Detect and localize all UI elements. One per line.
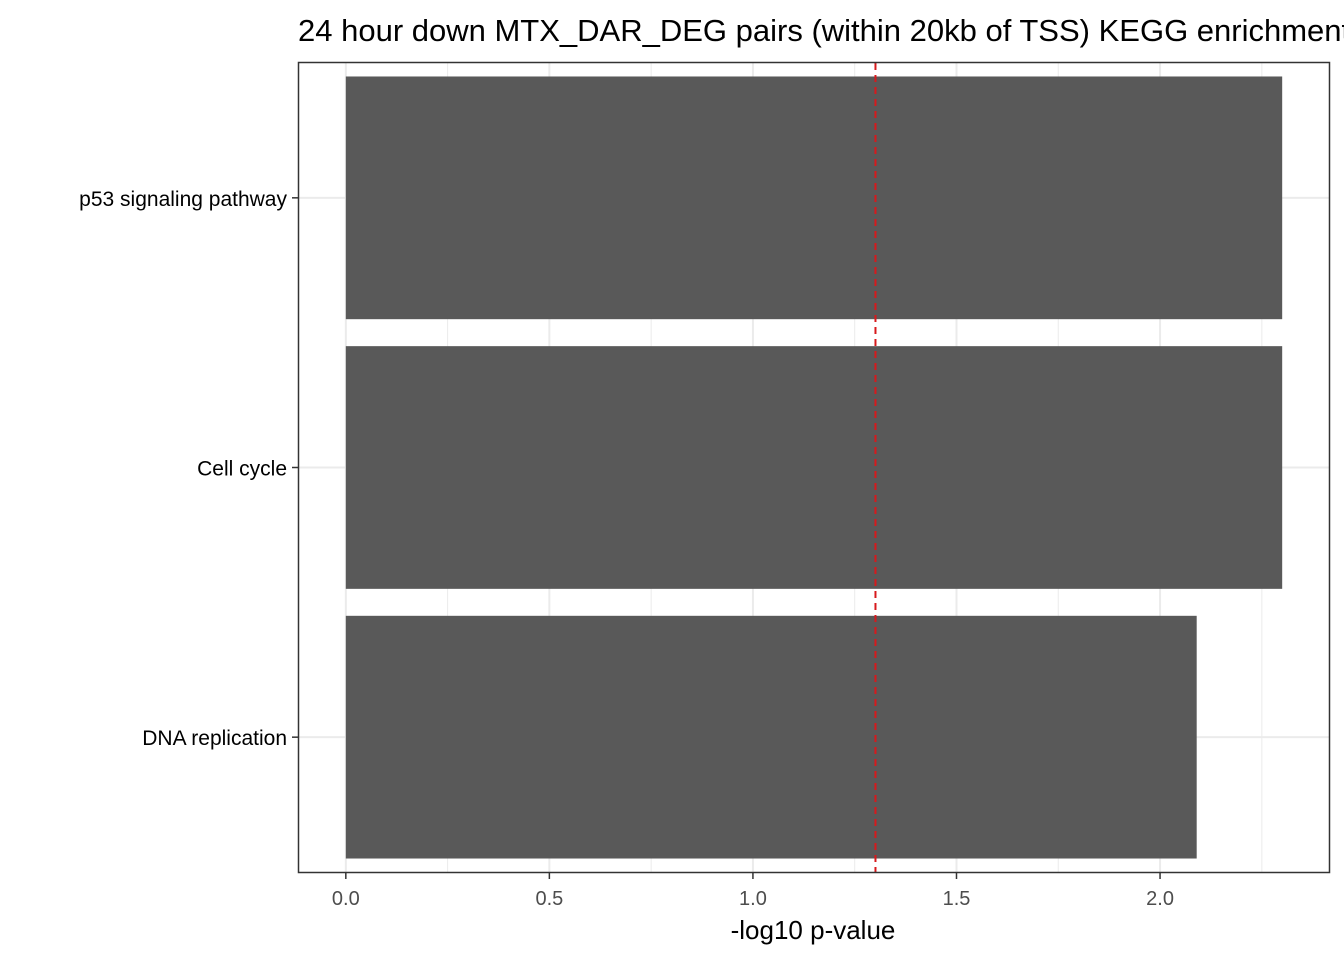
bars xyxy=(345,76,1283,859)
axes: 0.0 0.5 1.0 1.5 2.0 p53 signaling pathway Cell… xyxy=(79,188,1174,910)
bar xyxy=(345,615,1197,859)
x-tick-label: 1.5 xyxy=(943,888,971,910)
x-tick-label: 0.0 xyxy=(332,888,360,910)
x-tick-label: 0.5 xyxy=(535,888,563,910)
x-axis-title: -log10 p-value xyxy=(731,915,896,945)
x-tick-label: 1.0 xyxy=(739,888,767,910)
y-category-label: Cell cycle xyxy=(197,458,287,481)
y-category-label: DNA replication xyxy=(142,727,287,750)
bar xyxy=(345,346,1283,589)
y-category-label: p53 signaling pathway xyxy=(79,188,287,211)
x-tick-label: 2.0 xyxy=(1146,888,1174,910)
chart-title: 24 hour down MTX_DAR_DEG pairs (within 2… xyxy=(298,13,1344,48)
bar xyxy=(345,76,1283,320)
